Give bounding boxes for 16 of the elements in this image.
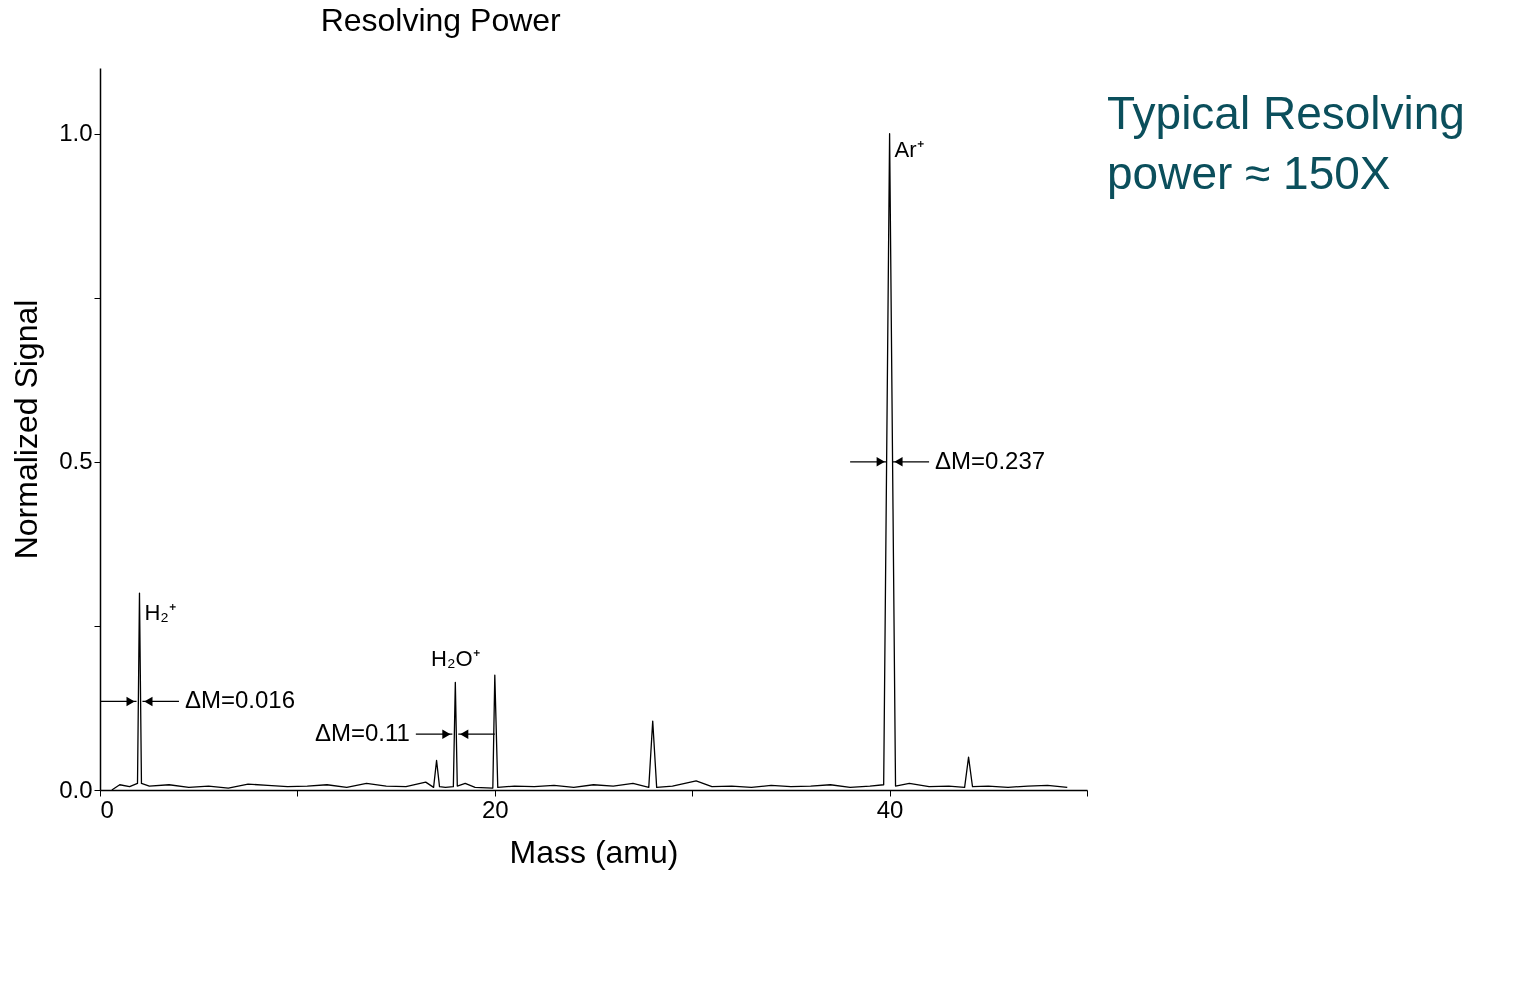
y-tick-label: 0.0 (59, 775, 93, 803)
x-tick-label: 20 (481, 795, 509, 823)
annotation: ΔM=0.237 (935, 446, 1046, 474)
annotation: ΔM=0.11 (314, 719, 410, 747)
x-tick-label: 0 (100, 795, 114, 823)
chart-title: Resolving Power (320, 2, 562, 38)
text: Typical Resolving power ≈ 150X (1107, 87, 1465, 199)
y-tick-label: 0.5 (59, 447, 93, 475)
x-tick-label: 40 (876, 795, 904, 823)
x-axis-title: Mass (amu) (509, 833, 679, 870)
annotation: Ar⁺ (894, 137, 924, 163)
y-tick-label: 1.0 (59, 119, 93, 147)
annotation: H₂O⁺ (431, 646, 480, 672)
annotation: ΔM=0.016 (184, 686, 295, 714)
annotation: H₂⁺ (144, 599, 176, 625)
y-axis-title: Normalized Signal (8, 299, 45, 560)
